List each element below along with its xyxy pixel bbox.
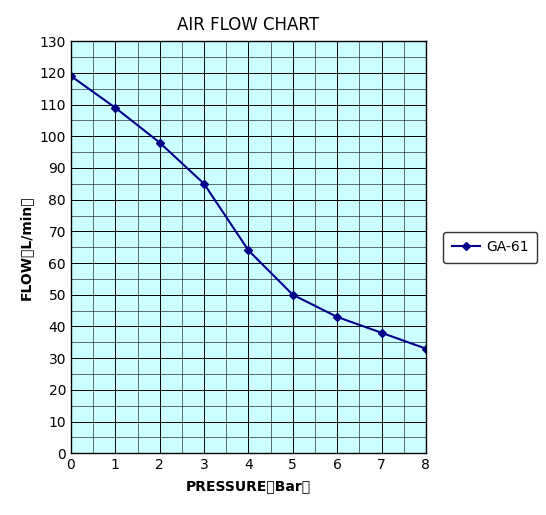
Title: AIR FLOW CHART: AIR FLOW CHART [177,16,319,34]
Legend: GA-61: GA-61 [443,232,537,263]
GA-61 [201,181,207,187]
GA-61 [112,105,118,111]
GA-61 [156,140,163,146]
Y-axis label: FLOW（L/min）: FLOW（L/min） [19,195,33,300]
X-axis label: PRESSURE（Bar）: PRESSURE（Bar） [186,479,311,493]
GA-61 [68,73,74,79]
GA-61 [378,330,385,336]
GA-61 [423,346,429,352]
GA-61 [334,314,341,320]
GA-61 [245,247,252,253]
GA-61 [289,291,296,298]
Line: GA-61: GA-61 [68,73,429,351]
